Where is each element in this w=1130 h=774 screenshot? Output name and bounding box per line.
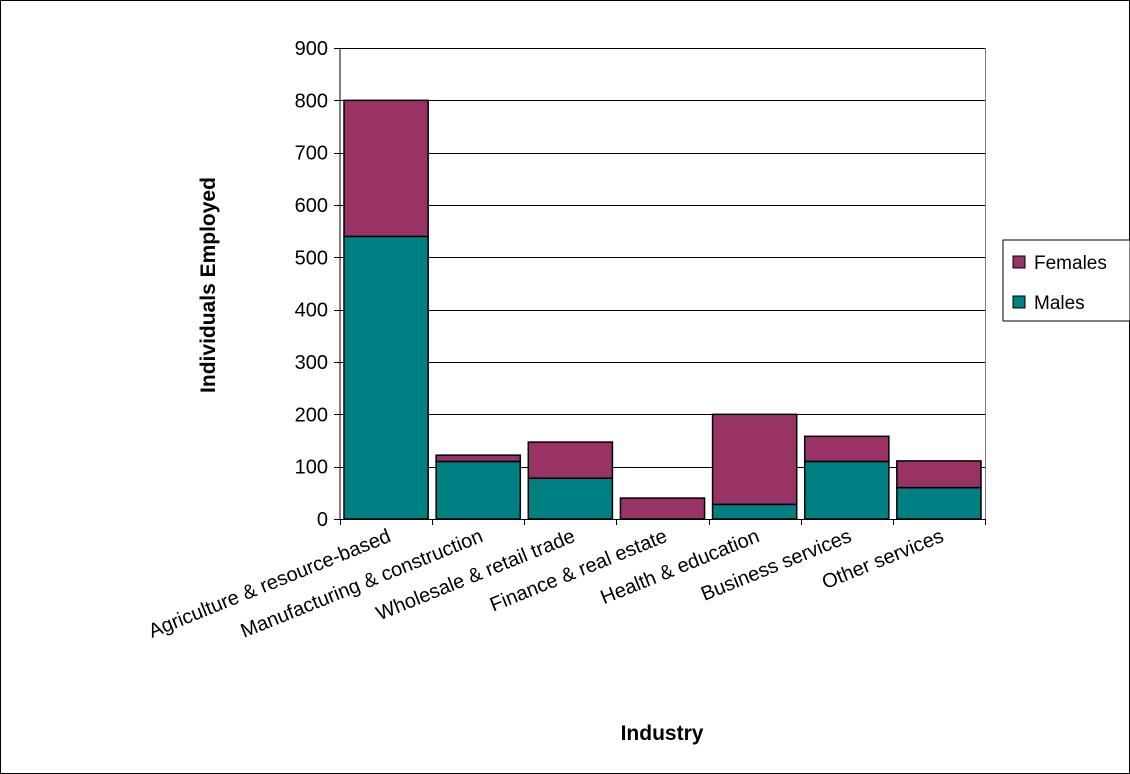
y-tick-label: 100 [295,457,328,479]
x-axis-title: Industry [621,722,704,745]
y-tick-label: 700 [295,143,328,165]
bar-males [803,460,890,520]
axes [334,48,986,525]
y-axis-title: Individuals Employed [197,177,220,393]
y-tick-label: 500 [295,247,328,269]
bar-males [527,477,614,520]
legend-swatch-males [1012,295,1026,309]
legend: Females Males [1002,239,1130,322]
y-tick-label: 400 [295,300,328,322]
bar-females [435,454,522,463]
legend-label-males: Males [1034,293,1085,314]
bar-males [343,235,429,520]
y-tick-label: 300 [295,352,328,374]
bar-females [896,460,982,489]
bar-females [527,441,614,479]
bar-males [711,503,798,520]
y-tick-label: 600 [295,195,328,217]
y-tick-label: 0 [317,509,328,531]
bar-females [711,413,798,506]
bar-females [803,435,890,463]
legend-swatch-females [1012,255,1026,269]
legend-label-females: Females [1034,253,1107,274]
gridlines [340,48,986,519]
bar-females [343,99,429,238]
bar-females [619,497,706,520]
bar-males [435,460,522,520]
y-tick-label: 900 [295,38,328,60]
bar-males [896,486,982,520]
y-tick-labels: 0 100 200 300 400 500 600 700 800 900 [295,38,328,531]
y-tick-label: 200 [295,404,328,426]
y-tick-label: 800 [295,90,328,112]
